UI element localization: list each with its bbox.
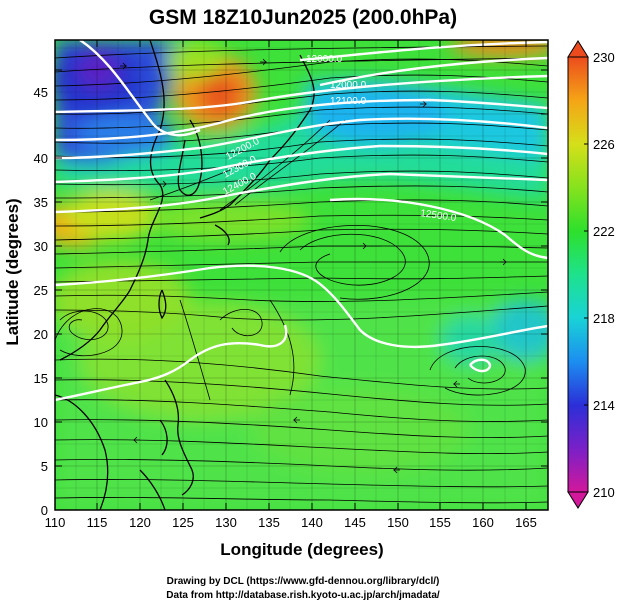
x-tick-label: 155 (429, 515, 451, 530)
x-tick-label: 115 (87, 515, 108, 530)
y-tick-label: 20 (34, 327, 48, 342)
y-tick-label: 45 (34, 85, 48, 100)
contour-label: 12000.0 (306, 54, 343, 65)
x-tick-label: 140 (301, 515, 323, 530)
y-tick-label: 40 (34, 151, 48, 166)
wind-streamlines (55, 45, 548, 504)
colorbar-tick: 230 (593, 50, 615, 65)
x-tick-label: 120 (129, 515, 151, 530)
colorbar-tick: 218 (593, 311, 615, 326)
colorbar-tick: 214 (593, 398, 615, 413)
x-tick-label: 110 (45, 515, 66, 530)
colorbar-tick: 210 (593, 485, 615, 500)
y-tick-labels: 0 5 10 15 20 25 30 35 40 45 (34, 85, 48, 518)
colorbar-tick: 226 (593, 137, 615, 152)
contour-label: 12000.0 (330, 80, 367, 91)
colorbar-scale (567, 56, 589, 493)
colorbar-max-arrow (567, 40, 589, 58)
contour-label: 12500.0 (420, 208, 458, 224)
x-tick-labels: 110 115 120 125 130 135 140 145 150 155 … (45, 515, 537, 530)
y-tick-label: 0 (41, 503, 48, 518)
x-tick-label: 150 (387, 515, 409, 530)
x-axis-label: Longitude (degrees) (220, 540, 383, 559)
y-tick-label: 10 (34, 415, 48, 430)
y-tick-label: 30 (34, 239, 48, 254)
x-tick-label: 130 (215, 515, 237, 530)
temperature-field: 12000.0 12000.0 12100.0 12200.0 12300.0 … (55, 40, 548, 510)
map-title: GSM 18Z10Jun2025 (200.0hPa) (149, 6, 457, 29)
x-tick-label: 125 (172, 515, 194, 530)
credit-drawing: Drawing by DCL (https://www.gfd-dennou.o… (167, 576, 440, 587)
x-tick-label: 135 (258, 515, 280, 530)
colorbar-min-arrow (567, 491, 589, 509)
y-axis-label: Latitude (degrees) (3, 198, 22, 345)
x-tick-label: 160 (472, 515, 494, 530)
height-contours (55, 40, 548, 402)
y-tick-label: 5 (41, 459, 48, 474)
y-tick-label: 15 (34, 371, 48, 386)
plot-frame (54, 39, 549, 511)
x-tick-marks (54, 40, 548, 511)
y-tick-label: 35 (34, 195, 48, 210)
credit-data: Data from http://database.rish.kyoto-u.a… (166, 590, 440, 601)
y-tick-label: 25 (34, 283, 48, 298)
x-tick-label: 165 (515, 515, 537, 530)
grid-lines (55, 40, 548, 510)
colorbar: 230 226 222 218 214 210 (567, 40, 615, 509)
x-tick-label: 145 (344, 515, 366, 530)
colorbar-tick: 222 (593, 224, 615, 239)
contour-label: 12100.0 (330, 96, 367, 107)
